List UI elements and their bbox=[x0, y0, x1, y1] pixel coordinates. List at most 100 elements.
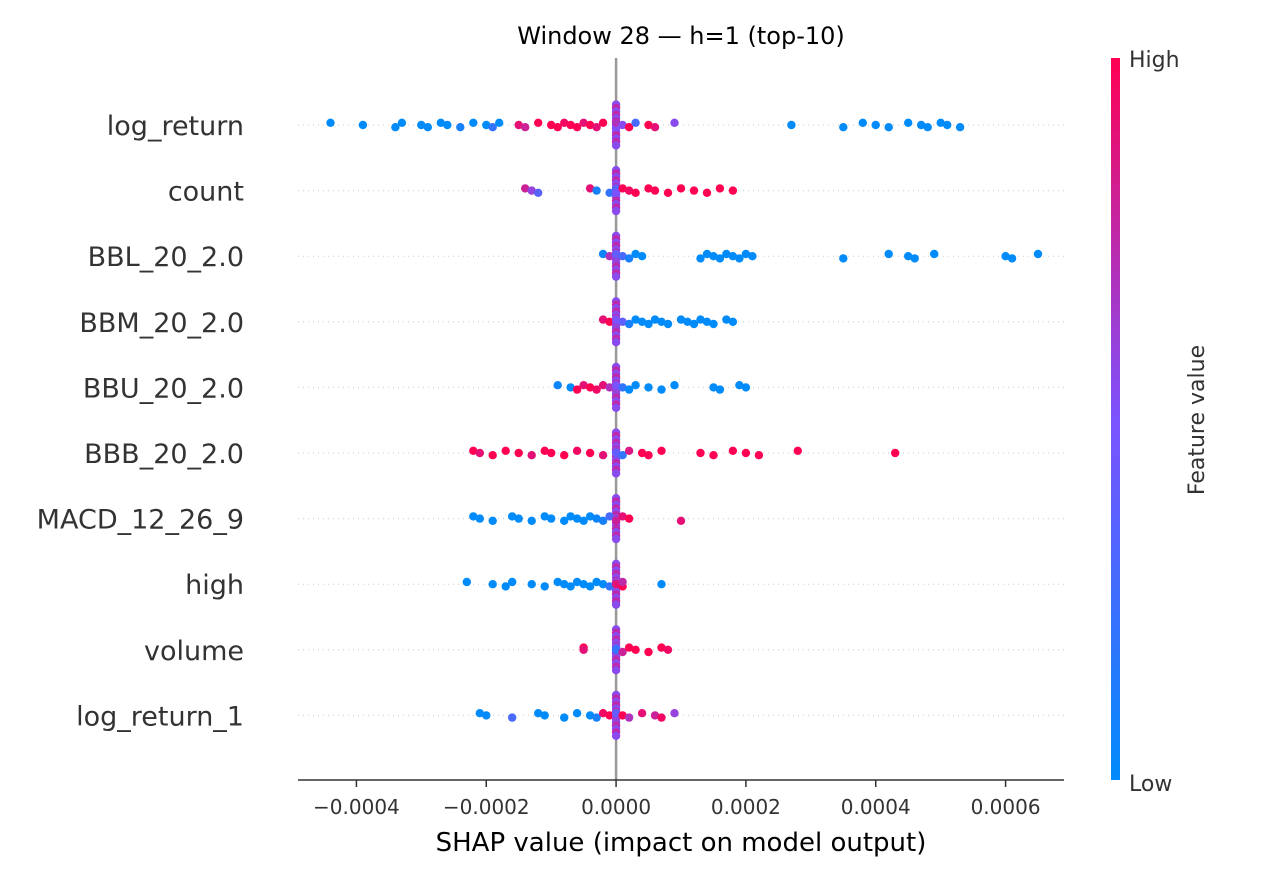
shap-point bbox=[709, 319, 718, 329]
shap-point bbox=[637, 709, 647, 718]
shap-point bbox=[540, 512, 549, 521]
shap-point bbox=[904, 118, 913, 128]
shap-point bbox=[611, 381, 621, 390]
shap-point bbox=[585, 184, 595, 193]
shap-point bbox=[637, 317, 647, 326]
shap-point bbox=[560, 516, 569, 525]
shap-point bbox=[488, 123, 497, 132]
colorbar-title: Feature value bbox=[1185, 345, 1210, 495]
shap-point bbox=[618, 120, 627, 130]
shap-point bbox=[598, 315, 608, 324]
shap-point bbox=[521, 184, 530, 193]
shap-point bbox=[572, 385, 582, 394]
shap-point bbox=[715, 385, 725, 394]
shap-point bbox=[657, 317, 666, 326]
shap-point bbox=[624, 446, 634, 455]
shap-point bbox=[611, 272, 621, 281]
feature-label: volume bbox=[144, 636, 244, 667]
colorbar-low-label: Low bbox=[1129, 772, 1172, 797]
shap-point bbox=[358, 120, 368, 130]
feature-label: BBB_20_2.0 bbox=[84, 439, 244, 470]
shap-point bbox=[611, 315, 621, 324]
shap-point bbox=[624, 514, 634, 523]
shap-point bbox=[482, 711, 491, 720]
shap-point bbox=[598, 451, 608, 460]
shap-point bbox=[702, 317, 712, 326]
shap-point bbox=[508, 512, 517, 521]
shap-point bbox=[540, 446, 549, 455]
shap-point bbox=[475, 448, 484, 458]
shap-point bbox=[547, 448, 556, 458]
shap-point bbox=[611, 141, 621, 150]
shap-point bbox=[884, 123, 893, 132]
shap-point bbox=[754, 451, 764, 460]
shap-point bbox=[592, 577, 601, 587]
shap-point bbox=[696, 448, 705, 458]
shap-point bbox=[611, 469, 621, 478]
shap-point bbox=[631, 188, 640, 197]
shap-point bbox=[514, 120, 523, 130]
shap-point bbox=[598, 580, 608, 589]
shap-point bbox=[605, 582, 614, 591]
shap-point bbox=[611, 249, 621, 259]
shap-point bbox=[611, 516, 621, 525]
shap-point bbox=[741, 383, 751, 392]
shap-point bbox=[644, 383, 653, 392]
shap-point bbox=[579, 381, 588, 390]
shap-point bbox=[462, 577, 471, 587]
shap-point bbox=[527, 451, 536, 460]
shap-point bbox=[611, 600, 621, 609]
shap-point bbox=[391, 123, 400, 132]
shap-point bbox=[534, 188, 543, 197]
shap-point bbox=[469, 512, 478, 521]
feature-label: log_return bbox=[107, 111, 244, 142]
shap-point bbox=[585, 711, 595, 720]
shap-point bbox=[702, 188, 712, 197]
shap-point bbox=[579, 580, 588, 589]
shap-point bbox=[696, 254, 705, 263]
shap-point bbox=[572, 514, 582, 523]
colorbar bbox=[1111, 58, 1120, 780]
shap-point bbox=[884, 249, 893, 259]
shap-point bbox=[624, 713, 634, 722]
feature-label: log_return_1 bbox=[76, 701, 244, 732]
shap-point bbox=[923, 123, 932, 132]
shap-point bbox=[735, 254, 744, 263]
shap-point bbox=[618, 451, 627, 460]
shap-point bbox=[397, 118, 407, 128]
shap-point bbox=[456, 123, 465, 132]
shap-point bbox=[650, 123, 660, 132]
shap-point bbox=[1001, 252, 1010, 261]
shap-point bbox=[618, 577, 627, 587]
shap-point bbox=[618, 647, 627, 657]
shap-point bbox=[624, 123, 634, 132]
shap-point bbox=[605, 512, 614, 521]
shap-point bbox=[611, 206, 621, 216]
shap-point bbox=[728, 252, 738, 261]
shap-point bbox=[417, 120, 426, 130]
shap-point bbox=[637, 448, 647, 458]
shap-point bbox=[579, 645, 588, 654]
shap-point bbox=[1033, 249, 1043, 259]
shap-point bbox=[644, 319, 653, 329]
shap-point bbox=[611, 448, 621, 458]
shap-point bbox=[469, 118, 478, 128]
shap-point bbox=[683, 317, 692, 326]
shap-point bbox=[592, 713, 601, 722]
shap-point bbox=[423, 123, 432, 132]
shap-point bbox=[917, 120, 926, 130]
shap-point bbox=[722, 249, 731, 259]
shap-point bbox=[631, 381, 640, 390]
shap-point bbox=[560, 118, 569, 128]
shap-point bbox=[715, 254, 725, 263]
shap-point bbox=[644, 451, 653, 460]
shap-point bbox=[527, 516, 536, 525]
shap-point bbox=[624, 643, 634, 652]
shap-point bbox=[566, 512, 575, 521]
shap-point bbox=[936, 118, 945, 128]
shap-point bbox=[611, 403, 621, 412]
shap-point bbox=[482, 120, 491, 130]
shap-point bbox=[508, 577, 517, 587]
shap-point bbox=[689, 186, 699, 195]
shap-point bbox=[676, 516, 686, 525]
